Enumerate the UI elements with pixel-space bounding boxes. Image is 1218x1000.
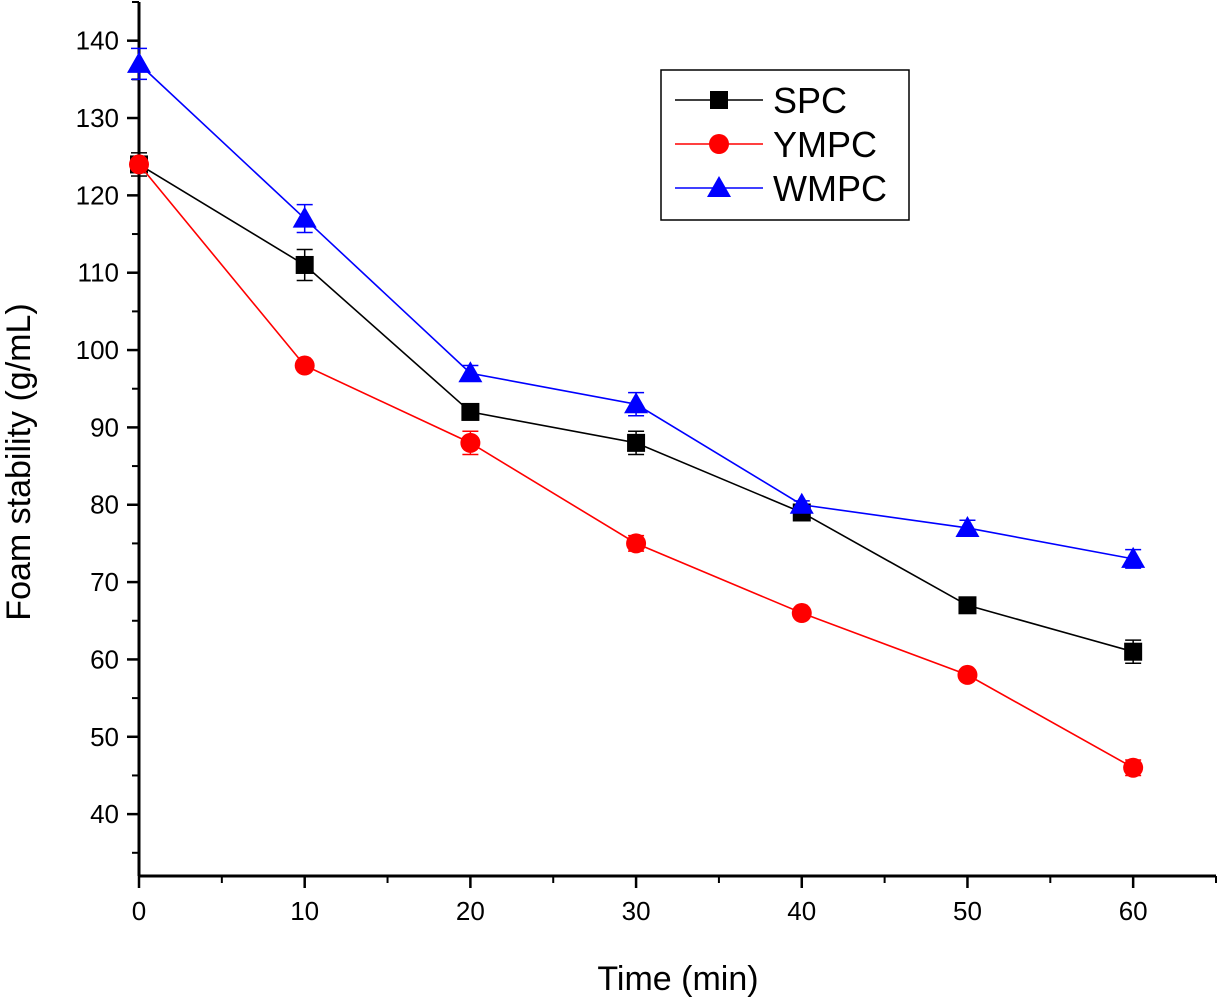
x-tick-label: 30 [622, 896, 651, 926]
y-tick-label: 40 [90, 799, 119, 829]
y-tick-label: 80 [90, 490, 119, 520]
data-point-wmpc [458, 361, 483, 383]
x-axis-title: Time (min) [597, 960, 758, 998]
data-point-ympc [129, 154, 149, 175]
data-point-ympc [626, 533, 647, 554]
data-point-wmpc [127, 51, 151, 73]
legend-label-wmpc: WMPC [773, 168, 887, 209]
y-tick-label: 110 [78, 258, 119, 288]
legend-label-ympc: YMPC [773, 124, 877, 165]
data-point-ympc [1123, 757, 1144, 778]
series-ympc [129, 154, 1144, 778]
y-axis-title: Foam stability (g/mL) [0, 303, 38, 620]
y-tick-label: 60 [90, 644, 119, 674]
x-tick-label: 10 [290, 896, 319, 926]
x-tick-label: 40 [787, 896, 816, 926]
y-tick-label: 50 [90, 722, 119, 752]
data-point-spc [627, 433, 646, 452]
data-point-spc [461, 402, 480, 421]
data-point-ympc [957, 664, 978, 685]
data-point-wmpc [624, 392, 649, 414]
legend-label-spc: SPC [773, 80, 847, 121]
x-tick-label: 60 [1119, 896, 1148, 926]
y-tick-label: 90 [90, 412, 119, 442]
x-tick-label: 50 [953, 896, 982, 926]
legend-marker-spc [710, 91, 728, 109]
y-tick-label: 120 [76, 180, 119, 210]
legend-marker-ympc [709, 134, 729, 154]
data-point-wmpc [789, 492, 814, 514]
y-tick-label: 140 [76, 26, 119, 56]
legend-marker-wmpc [707, 176, 731, 197]
data-point-wmpc [1121, 546, 1146, 568]
y-tick-label: 70 [90, 567, 119, 597]
data-point-wmpc [292, 206, 317, 228]
axes-group: 40 50 60 70 80 90 100 110 120 130 140 0 10 20 30 40 50 60 [76, 1, 1217, 926]
data-point-ympc [460, 432, 481, 453]
x-tick-label: 20 [456, 896, 485, 926]
series-wmpc [127, 47, 1146, 569]
data-point-ympc [294, 355, 315, 376]
y-tick-label: 100 [76, 335, 119, 365]
data-point-ympc [791, 603, 812, 624]
series-group [127, 47, 1146, 778]
y-tick-label: 130 [76, 103, 119, 133]
data-point-wmpc [955, 515, 980, 537]
data-point-spc [1124, 642, 1143, 661]
x-tick-label: 0 [132, 896, 146, 926]
series-line-wmpc [138, 63, 1134, 560]
legend-box [660, 69, 910, 221]
data-point-spc [958, 596, 977, 615]
data-point-spc [295, 255, 314, 274]
